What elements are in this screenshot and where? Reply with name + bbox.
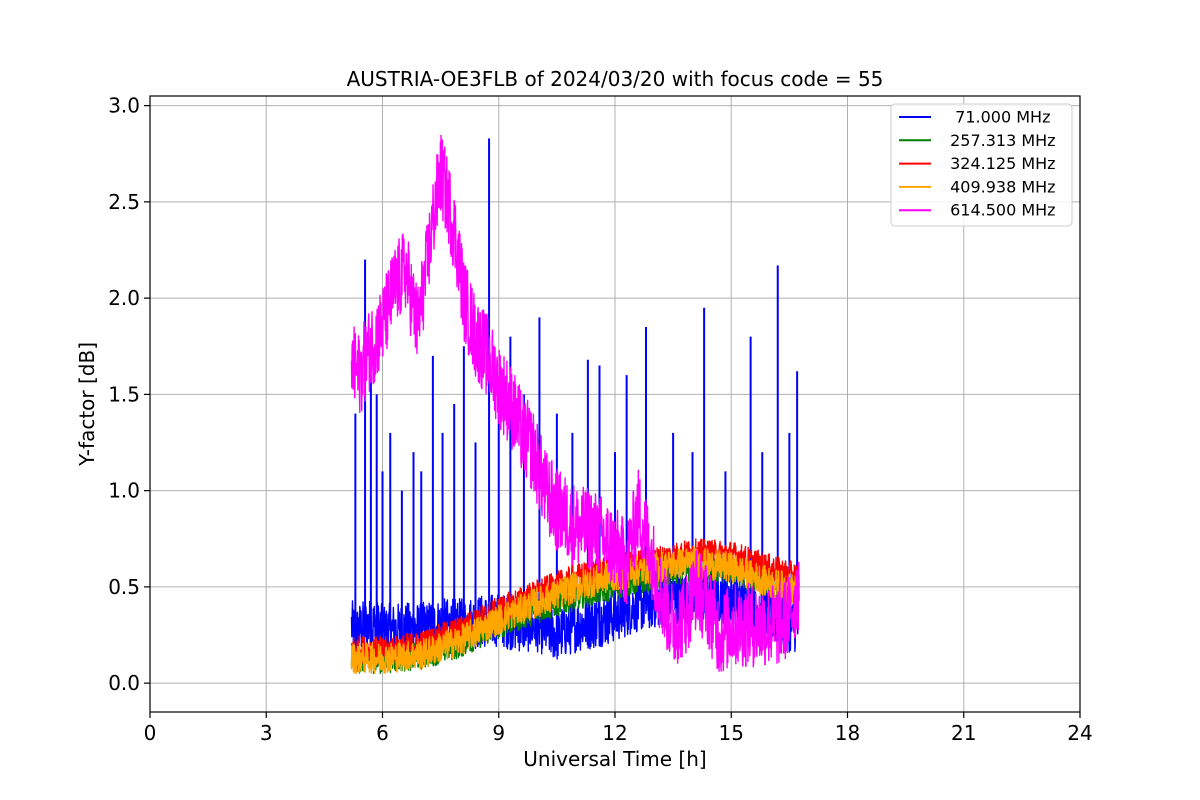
y-tick-label: 0.0 xyxy=(108,671,140,695)
x-tick-label: 18 xyxy=(835,721,860,745)
legend-box xyxy=(890,103,1073,227)
legend-label: 257.313 MHz xyxy=(945,131,1056,150)
x-tick-label: 24 xyxy=(1067,721,1092,745)
x-axis-title: Universal Time [h] xyxy=(523,747,706,771)
series-4 xyxy=(350,134,800,672)
legend-label: 324.125 MHz xyxy=(945,154,1056,173)
legend: 71.000 MHz 257.313 MHz 324.125 MHz 409.9… xyxy=(890,103,1073,227)
y-tick-label: 3.0 xyxy=(108,94,140,118)
x-tick-label: 12 xyxy=(602,721,627,745)
series-3 xyxy=(350,546,800,675)
x-tick-label: 0 xyxy=(144,721,157,745)
x-tick-label: 3 xyxy=(260,721,273,745)
x-tick-label: 21 xyxy=(951,721,976,745)
series-layer xyxy=(350,134,800,675)
legend-label: 71.000 MHz xyxy=(945,108,1050,127)
series-line xyxy=(350,546,800,675)
legend-label: 409.938 MHz xyxy=(945,177,1056,196)
y-tick-label: 2.0 xyxy=(108,286,140,310)
series-line xyxy=(350,134,800,672)
y-tick-label: 2.5 xyxy=(108,190,140,214)
x-tick-label: 6 xyxy=(376,721,389,745)
y-tick-label: 0.5 xyxy=(108,575,140,599)
chart-title: AUSTRIA-OE3FLB of 2024/03/20 with focus … xyxy=(347,67,884,91)
x-tick-label: 15 xyxy=(719,721,744,745)
x-tick-label: 9 xyxy=(492,721,505,745)
legend-label: 614.500 MHz xyxy=(945,201,1056,220)
y-tick-label: 1.5 xyxy=(108,382,140,406)
y-axis-title: Y-factor [dB] xyxy=(75,342,99,467)
ticks: 0 3 6 9 12 15 18 21 24 0.0 0.5 1.0 1.5 2.0 2.5 3.0 xyxy=(108,94,1093,745)
y-tick-label: 1.0 xyxy=(108,479,140,503)
